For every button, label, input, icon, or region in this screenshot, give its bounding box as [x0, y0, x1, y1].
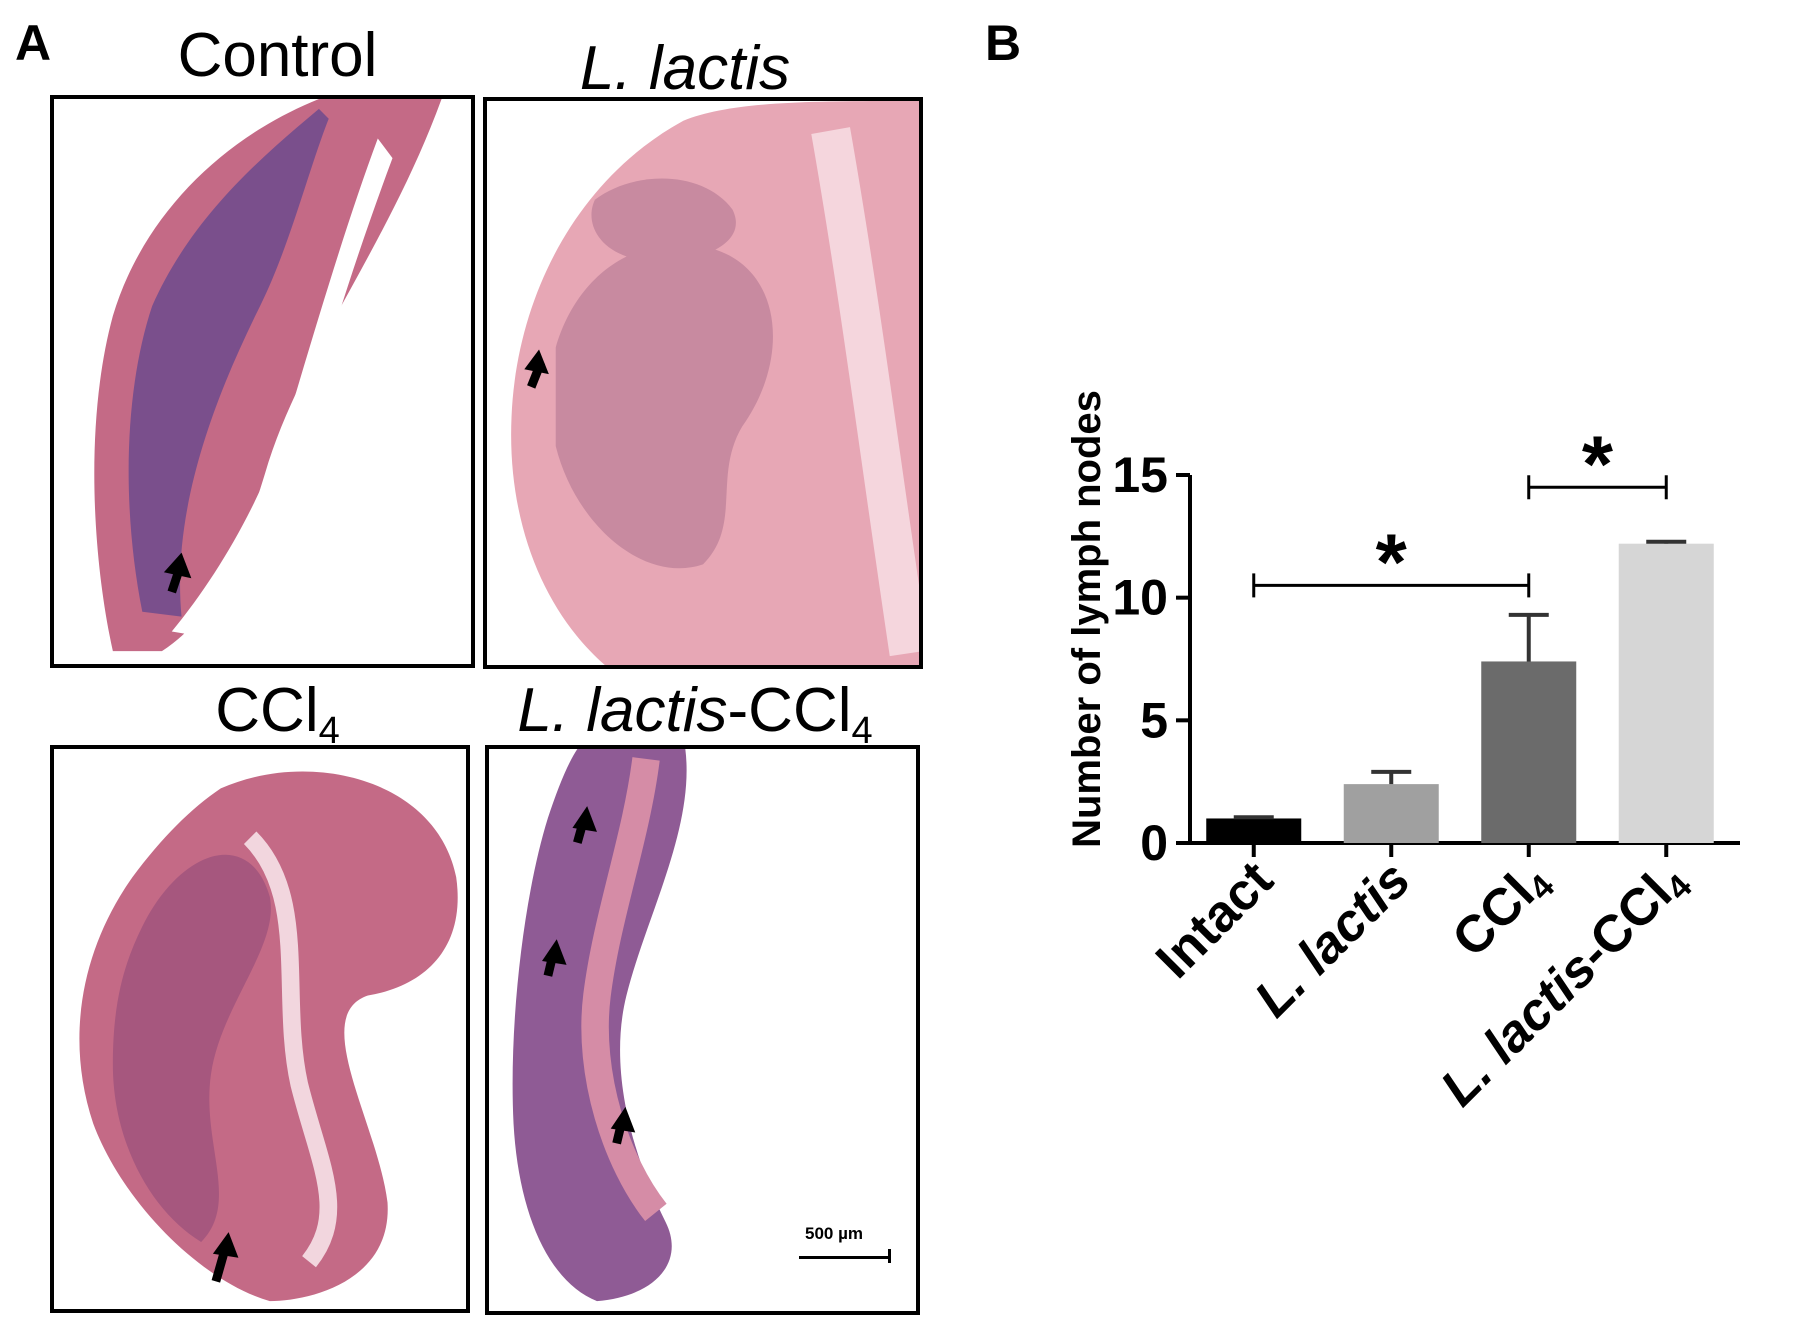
y-tick-label: 10 — [1112, 570, 1168, 626]
title-l-lactis: L. lactis — [579, 34, 791, 103]
x-tick-label-1: L. lactis — [1244, 850, 1422, 1028]
significance-star-1: * — [1582, 419, 1614, 508]
bar-3 — [1618, 543, 1714, 843]
scale-bar-label: 500 µm — [805, 1224, 863, 1243]
title-control: Control — [177, 21, 378, 90]
scale-bar — [799, 1256, 891, 1259]
significance-star-0: * — [1376, 517, 1408, 606]
panel-b-letter: B — [985, 15, 1022, 71]
y-tick-label: 5 — [1140, 692, 1168, 748]
y-axis-label: Number of lymph nodes — [1065, 390, 1109, 848]
x-tick-label-italic: L. lactis — [1430, 939, 1608, 1117]
y-tick-label: 15 — [1112, 447, 1168, 503]
panel-a-letter: A — [15, 15, 52, 71]
histology-image-control — [50, 95, 475, 668]
bar-1 — [1343, 784, 1439, 843]
title-ccl4: CCl4 — [215, 676, 340, 752]
scale-bar-tick — [888, 1249, 891, 1263]
y-tick-label: 0 — [1140, 815, 1168, 871]
x-tick-label-3: L. lactis-CCl4 — [1430, 850, 1700, 1120]
histology-image-l-lactis-ccl4: 500 µm — [485, 745, 920, 1315]
title-l-lactis-ccl4: L. lactis-CCl4 — [517, 676, 873, 752]
bar-2 — [1481, 661, 1577, 843]
x-tick-label-italic: L. lactis — [1244, 850, 1422, 1028]
x-tick-label-2: CCl4 — [1442, 850, 1563, 971]
histology-image-ccl4 — [50, 745, 470, 1313]
histology-image-l-lactis — [483, 97, 923, 669]
bar-0 — [1206, 818, 1302, 843]
